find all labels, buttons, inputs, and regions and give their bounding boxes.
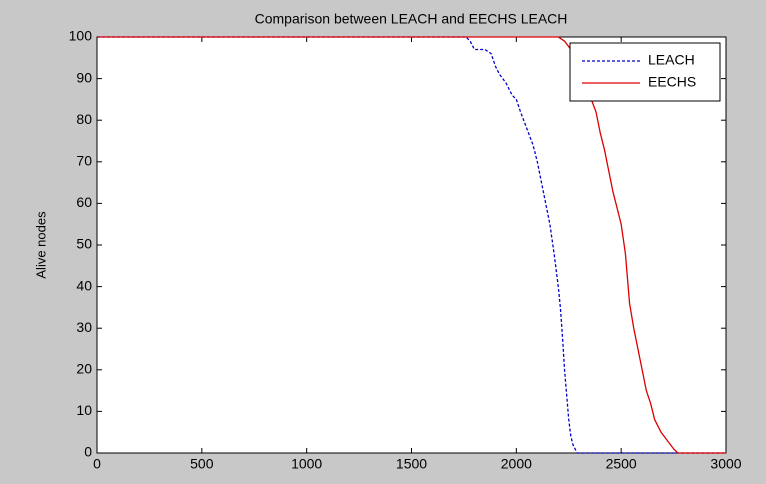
legend-label: EECHS	[648, 74, 696, 90]
x-tick-label: 1000	[291, 456, 322, 472]
x-tick-label: 1500	[396, 456, 427, 472]
x-tick-label: 500	[190, 456, 214, 472]
x-tick-label: 2000	[501, 456, 532, 472]
chart-title: Comparison between LEACH and EECHS LEACH	[255, 11, 568, 27]
y-tick-label: 60	[76, 194, 92, 210]
y-tick-label: 20	[76, 361, 92, 377]
y-tick-label: 70	[76, 153, 92, 169]
y-tick-label: 0	[84, 444, 92, 460]
series-line	[97, 36, 726, 454]
y-tick-label: 50	[76, 236, 92, 252]
y-tick-label: 10	[76, 402, 92, 418]
plot-area	[96, 36, 727, 454]
x-tick-label: 2500	[606, 456, 637, 472]
y-tick-label: 90	[76, 69, 92, 85]
x-tick-label: 0	[93, 456, 101, 472]
y-axis-label: Alive nodes	[33, 211, 48, 279]
legend-label: LEACH	[648, 52, 695, 68]
y-tick-label: 40	[76, 277, 92, 293]
y-tick-label: 30	[76, 319, 92, 335]
y-tick-label: 100	[69, 28, 93, 44]
x-tick-label: 3000	[710, 456, 741, 472]
y-tick-label: 80	[76, 111, 92, 127]
legend-box	[569, 42, 721, 102]
